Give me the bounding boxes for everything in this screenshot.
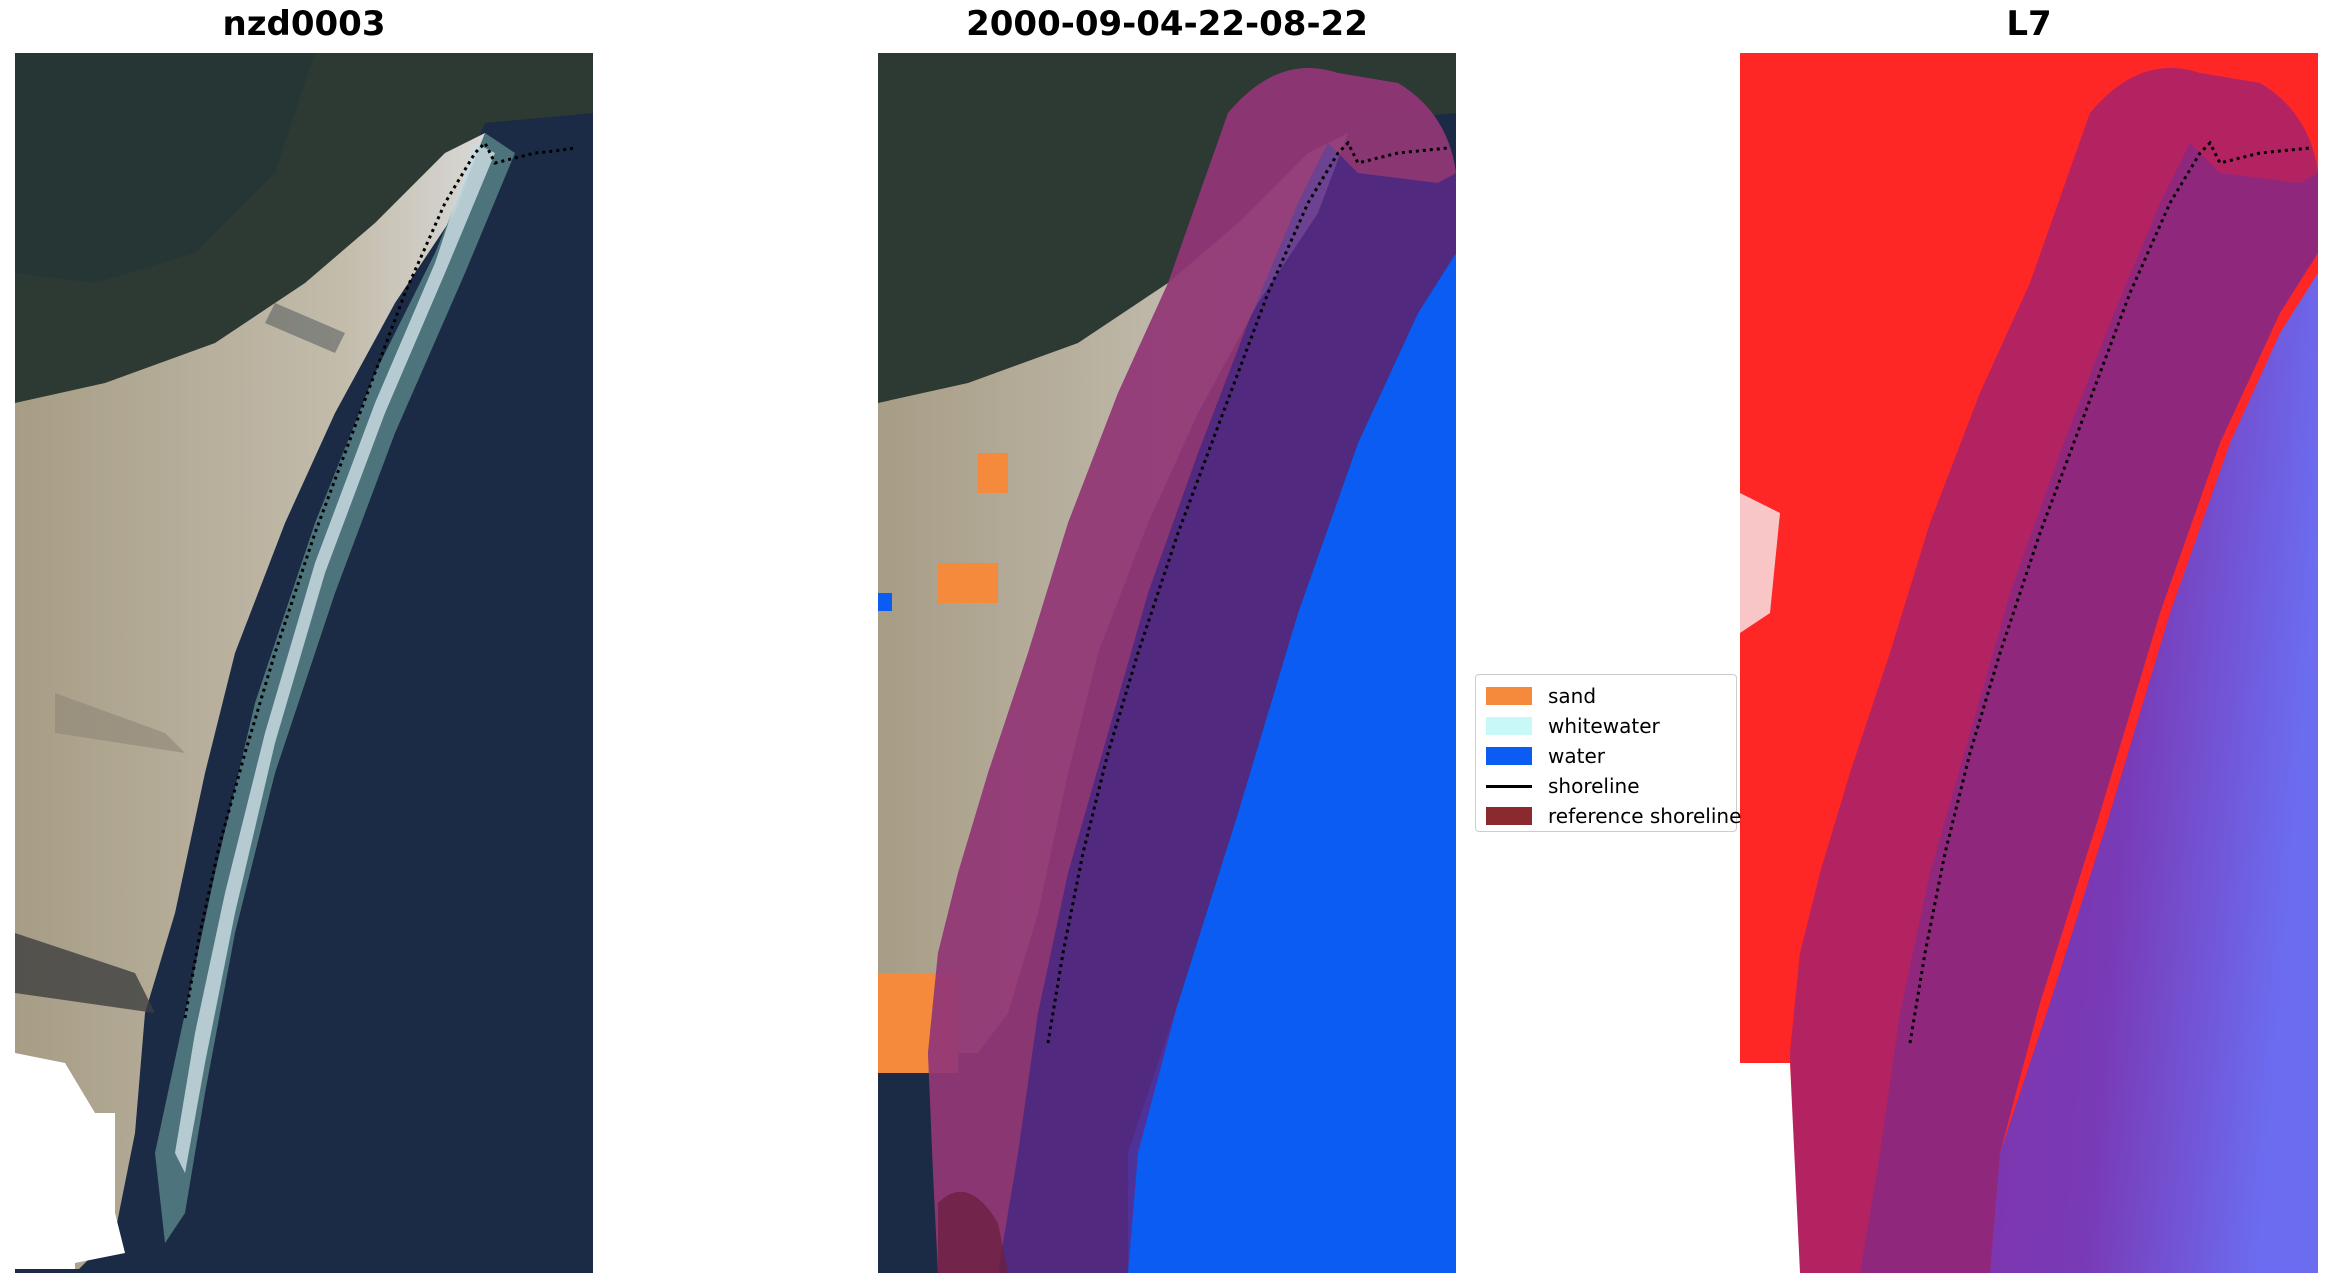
shoreline-line-swatch [1486, 784, 1532, 788]
classified-image [878, 53, 1456, 1273]
reference-shoreline-swatch [1486, 807, 1532, 825]
panel-title-classified: 2000-09-04-22-08-22 [966, 4, 1368, 44]
legend-label: sand [1548, 684, 1597, 708]
legend-item-shoreline: shoreline [1486, 771, 1726, 801]
legend-item-whitewater: whitewater [1486, 711, 1726, 741]
water-swatch [1486, 747, 1532, 765]
legend-item-sand: sand [1486, 681, 1726, 711]
classified-image-panel [878, 53, 1456, 1273]
index-image-panel [1740, 53, 2318, 1273]
water-index-image [1740, 53, 2318, 1273]
legend-label: whitewater [1548, 714, 1660, 738]
panel-title-index: L7 [2006, 4, 2052, 44]
legend-item-water: water [1486, 741, 1726, 771]
shoreline-line [183, 140, 576, 1019]
panel-title-rgb: nzd0003 [222, 4, 386, 44]
satellite-rgb-image [15, 53, 593, 1273]
legend-label: water [1548, 744, 1605, 768]
legend: sand whitewater water shoreline referenc… [1475, 674, 1741, 832]
legend-item-reference-shoreline: reference shoreline [1486, 801, 1741, 831]
whitewater-swatch [1486, 717, 1532, 735]
legend-label: reference shoreline [1548, 804, 1742, 828]
legend-label: shoreline [1548, 774, 1640, 798]
rgb-image-panel [15, 53, 593, 1273]
sand-swatch [1486, 687, 1532, 705]
